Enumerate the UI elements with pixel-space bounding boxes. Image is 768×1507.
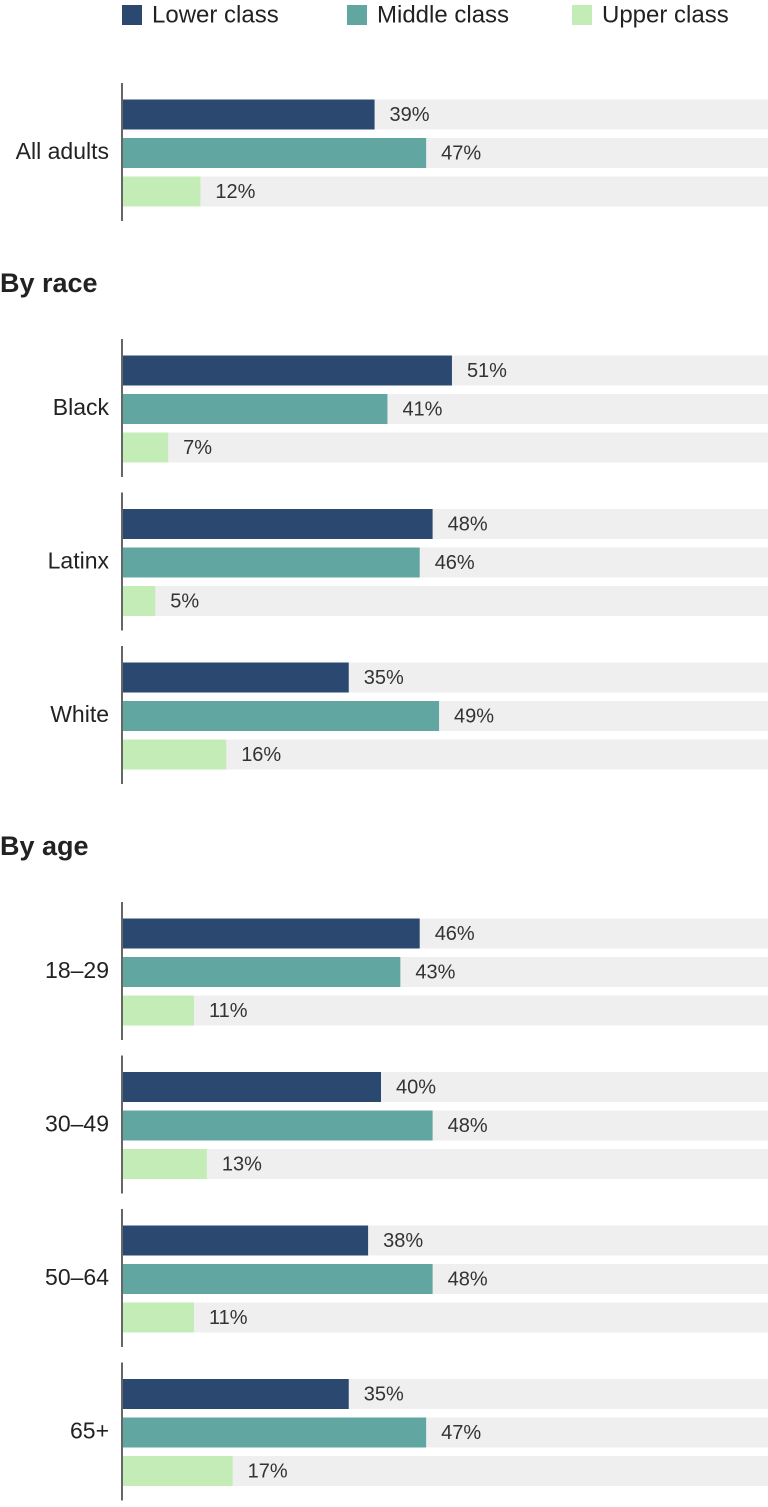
bar (123, 1225, 369, 1256)
category-label: All adults (16, 138, 109, 164)
value-label: 49% (454, 705, 494, 727)
bar (123, 138, 427, 168)
bar (123, 547, 420, 578)
bar-track (123, 1149, 768, 1179)
bar (123, 1417, 427, 1448)
value-label: 47% (441, 142, 481, 164)
category-label: Latinx (48, 548, 110, 574)
legend-label: Upper class (602, 1, 729, 28)
bar (123, 701, 440, 731)
bar (123, 918, 420, 949)
value-label: 40% (396, 1076, 436, 1098)
bar (123, 99, 375, 130)
value-label: 12% (215, 181, 255, 203)
value-label: 5% (170, 590, 199, 612)
bar-track (123, 739, 768, 770)
bar-track (123, 995, 768, 1026)
value-label: 35% (364, 667, 404, 689)
category-label: 50–64 (45, 1264, 109, 1290)
bar (123, 1110, 433, 1141)
category-label: Black (53, 394, 110, 420)
bar (123, 957, 401, 987)
value-label: 11% (209, 1000, 248, 1022)
bar (123, 1072, 381, 1102)
legend-swatch (347, 5, 367, 25)
section-title: By age (0, 831, 89, 861)
section-title: By race (0, 268, 98, 298)
value-label: 48% (448, 513, 488, 535)
bar-track (123, 432, 768, 463)
value-label: 51% (467, 360, 507, 382)
value-label: 17% (248, 1460, 288, 1482)
value-label: 35% (364, 1383, 404, 1405)
value-label: 11% (209, 1307, 248, 1329)
bar (123, 739, 227, 770)
bar (123, 355, 452, 386)
bar (123, 432, 169, 463)
value-label: 16% (241, 744, 281, 766)
value-label: 48% (448, 1268, 488, 1290)
legend-swatch (572, 5, 592, 25)
value-label: 47% (441, 1422, 481, 1444)
category-label: 30–49 (45, 1111, 109, 1137)
bar-track (123, 176, 768, 207)
value-label: 13% (222, 1153, 262, 1175)
legend-label: Middle class (377, 1, 509, 28)
value-label: 46% (435, 552, 475, 574)
bar (123, 1456, 233, 1486)
category-label: White (50, 701, 109, 727)
bar (123, 176, 201, 207)
value-label: 43% (415, 961, 455, 983)
bar-track (123, 586, 768, 616)
category-label: 65+ (70, 1418, 109, 1444)
value-label: 39% (390, 104, 430, 126)
bar (123, 1379, 349, 1409)
legend-swatch (122, 5, 142, 25)
value-label: 48% (448, 1115, 488, 1137)
bar (123, 394, 388, 424)
value-label: 41% (402, 398, 442, 420)
bar (123, 995, 194, 1026)
bar (123, 586, 156, 616)
value-label: 38% (383, 1230, 423, 1252)
value-label: 46% (435, 923, 475, 945)
bar (123, 509, 433, 539)
value-label: 7% (183, 437, 212, 459)
bar (123, 662, 349, 693)
bar-track (123, 1302, 768, 1333)
bar (123, 1302, 194, 1333)
bar (123, 1264, 433, 1294)
category-label: 18–29 (45, 957, 109, 983)
legend-label: Lower class (152, 1, 279, 28)
bar (123, 1149, 207, 1179)
